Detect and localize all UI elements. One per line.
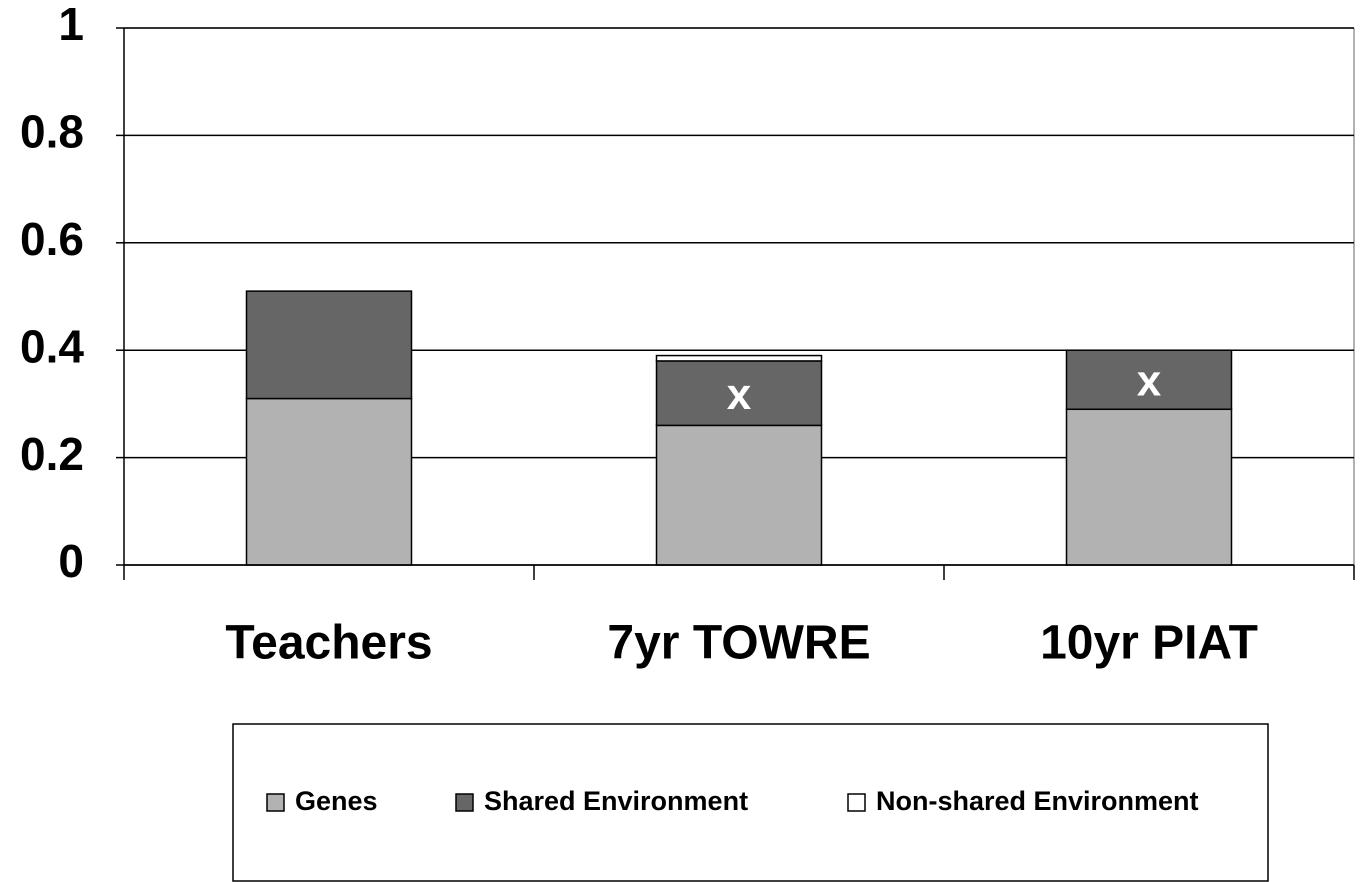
legend-label: Genes — [295, 786, 378, 816]
legend-label: Shared Environment — [484, 786, 748, 816]
bar-segment — [1065, 349, 1233, 411]
legend-swatch — [266, 793, 285, 812]
annotation: x — [1137, 356, 1162, 405]
y-tick-label: 1 — [58, 0, 84, 50]
bar-segment — [655, 354, 823, 362]
bar-segment — [245, 290, 413, 400]
y-tick-label: 0.8 — [20, 106, 84, 158]
x-tick-label: 7yr TOWRE — [607, 617, 870, 670]
y-tick-label: 0.4 — [20, 320, 84, 372]
bar-segment — [1065, 408, 1233, 566]
y-tick-label: 0.2 — [20, 428, 84, 480]
y-tick-label: 0 — [58, 535, 84, 587]
x-tick-label: 10yr PIAT — [1040, 617, 1258, 670]
bar-segment — [245, 397, 413, 566]
legend-swatch — [455, 793, 474, 812]
legend-swatch — [847, 793, 866, 812]
annotation: x — [727, 370, 752, 419]
legend-label: Non-shared Environment — [876, 786, 1199, 816]
x-tick-label: Teachers — [225, 617, 432, 670]
y-tick-label: 0.6 — [20, 213, 84, 265]
bar-segment — [655, 360, 823, 427]
legend-box — [232, 723, 1269, 882]
bar-segment — [655, 424, 823, 566]
